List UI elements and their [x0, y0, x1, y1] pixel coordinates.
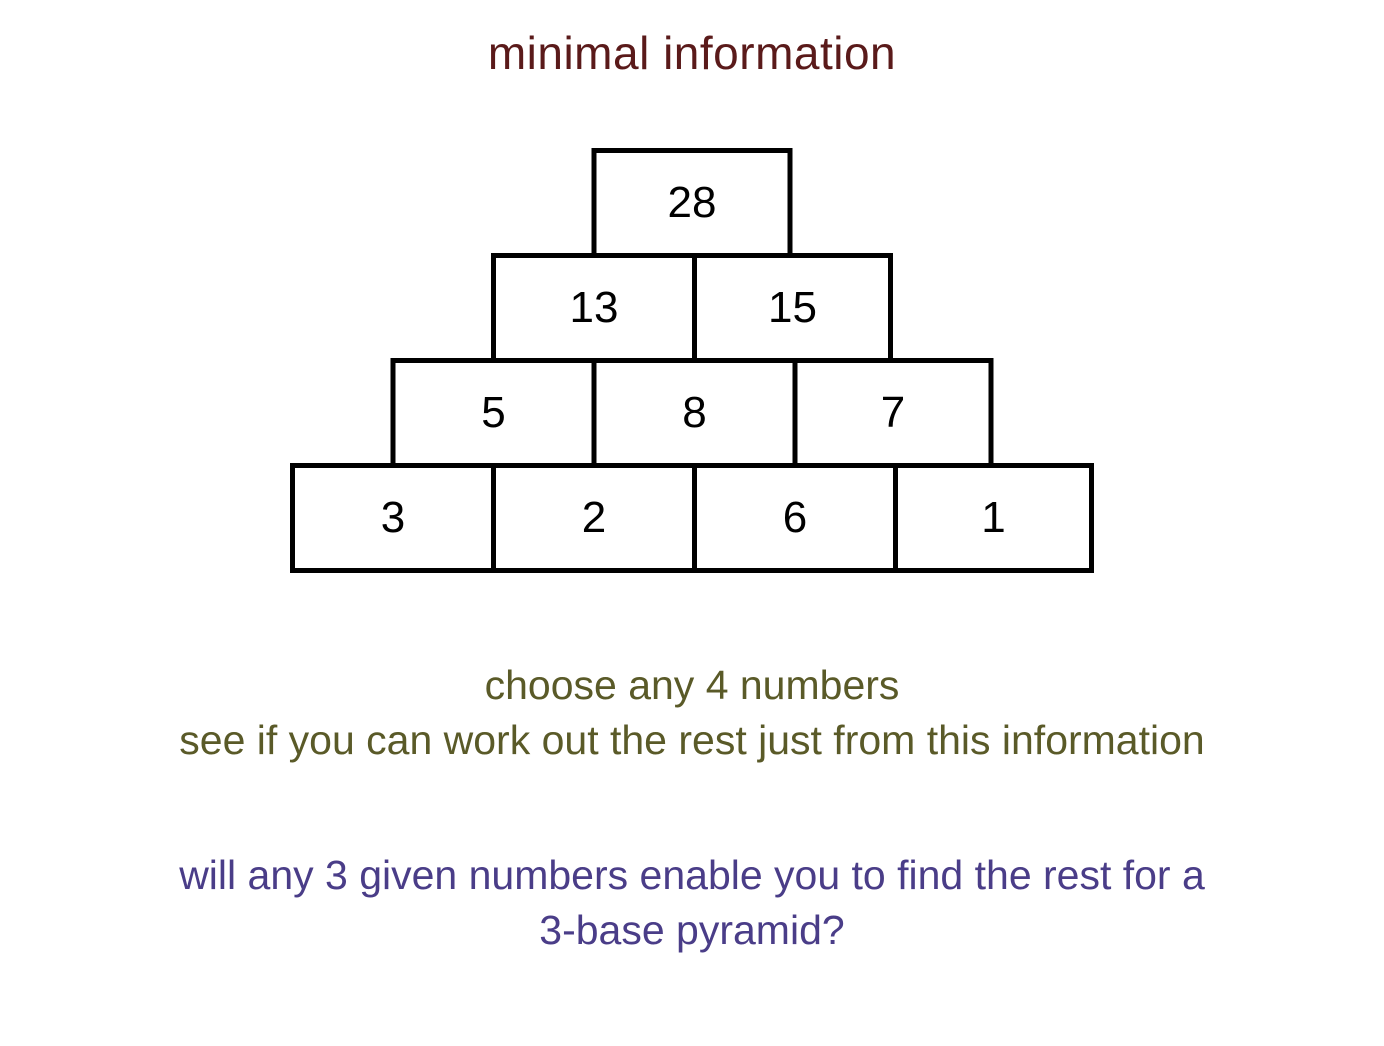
- pyramid-cell: 15: [692, 253, 893, 363]
- pyramid-cell: 3: [290, 463, 491, 573]
- caption-line: see if you can work out the rest just fr…: [0, 713, 1384, 768]
- pyramid-cell: 28: [592, 148, 793, 258]
- pyramid-cell: 6: [692, 463, 893, 573]
- pyramid-cell: 13: [491, 253, 692, 363]
- caption-line: 3-base pyramid?: [0, 903, 1384, 958]
- pyramid-cell: 8: [592, 358, 793, 468]
- pyramid-cell: 7: [793, 358, 994, 468]
- caption-instructions: choose any 4 numberssee if you can work …: [0, 658, 1384, 769]
- pyramid-row: 28: [592, 148, 793, 258]
- pyramid-row: 587: [391, 358, 994, 468]
- number-pyramid: 2813155873261: [0, 148, 1384, 588]
- slide-title: minimal information: [0, 26, 1384, 80]
- pyramid-cell: 1: [893, 463, 1094, 573]
- pyramid-cell: 2: [491, 463, 692, 573]
- caption-line: will any 3 given numbers enable you to f…: [0, 848, 1384, 903]
- pyramid-row: 3261: [290, 463, 1094, 573]
- slide: minimal information 2813155873261 choose…: [0, 0, 1384, 1046]
- caption-line: choose any 4 numbers: [0, 658, 1384, 713]
- pyramid-cell: 5: [391, 358, 592, 468]
- pyramid-row: 1315: [491, 253, 893, 363]
- caption-question: will any 3 given numbers enable you to f…: [0, 848, 1384, 959]
